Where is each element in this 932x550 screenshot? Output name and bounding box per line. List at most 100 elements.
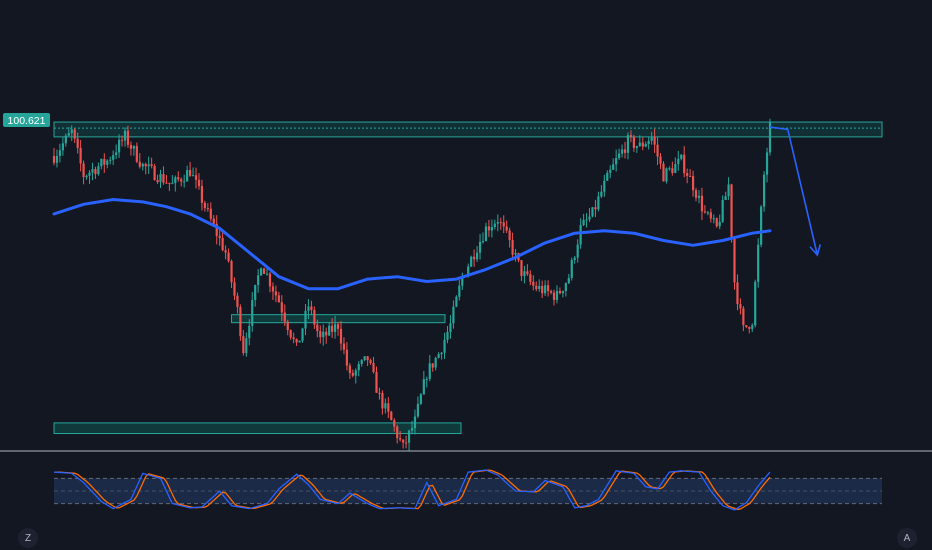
auto-scale-button[interactable]: A — [897, 528, 917, 548]
candle-body — [706, 212, 709, 214]
candle-body — [174, 177, 177, 184]
candle-body — [144, 163, 147, 167]
candle-body — [233, 282, 236, 296]
candle-body — [470, 256, 473, 267]
candle-body — [283, 312, 286, 322]
candle-body — [79, 147, 82, 164]
candle-body — [455, 296, 458, 307]
candle-body — [532, 281, 535, 286]
candle-body — [443, 339, 446, 353]
candle-body — [650, 136, 653, 141]
candle-body — [620, 149, 624, 154]
candle-body — [544, 285, 547, 294]
candle-body — [322, 331, 325, 338]
candle-body — [165, 182, 168, 184]
candle-body — [446, 332, 449, 340]
zoom-toggle-button[interactable]: Z — [18, 528, 38, 548]
candle-body — [665, 168, 668, 182]
candle-body — [242, 336, 245, 354]
candle-body — [393, 420, 396, 427]
candle-body — [402, 439, 405, 443]
candle-body — [410, 428, 414, 431]
candle-body — [573, 257, 576, 261]
candle-body — [339, 328, 343, 344]
candle-body — [431, 363, 434, 368]
candle-body — [437, 354, 440, 358]
candle-body — [141, 163, 144, 167]
candle-body — [641, 142, 644, 147]
candle-body — [526, 271, 529, 275]
candle-body — [254, 284, 257, 301]
candle-body — [132, 146, 135, 149]
candle-body — [227, 252, 230, 261]
candle-body — [609, 169, 612, 173]
candle-body — [736, 282, 739, 305]
candle-body — [694, 190, 698, 198]
candle-body — [221, 237, 224, 251]
candle-body — [348, 365, 351, 373]
candle-body — [159, 173, 162, 183]
candle-body — [384, 403, 387, 409]
candle-body — [325, 331, 328, 336]
candle-body — [153, 165, 156, 181]
candle-body — [177, 177, 180, 180]
candle-body — [689, 175, 692, 177]
candle-body — [733, 237, 736, 283]
candle-body — [239, 306, 242, 337]
candle-body — [529, 274, 532, 282]
candle-body — [126, 130, 130, 145]
candle-body — [404, 442, 408, 444]
candle-body — [70, 129, 73, 134]
candle-body — [505, 226, 508, 231]
candle-body — [390, 411, 393, 421]
candle-body — [535, 285, 538, 290]
candle-body — [313, 310, 316, 325]
candle-body — [538, 285, 541, 290]
candle-body — [274, 291, 278, 296]
projection-arrowhead — [809, 244, 822, 257]
candle-body — [496, 222, 499, 224]
candle-body — [106, 160, 109, 165]
candle-body — [481, 241, 485, 243]
candle-body — [52, 156, 56, 163]
candle-body — [82, 163, 85, 178]
candle-body — [277, 295, 280, 303]
candle-body — [183, 181, 186, 183]
candle-body — [727, 184, 730, 197]
candle-body — [147, 164, 150, 167]
candle-body — [632, 136, 636, 149]
candle-body — [351, 372, 354, 376]
candle-body — [683, 154, 686, 174]
candle-body — [268, 273, 272, 287]
candle-body — [473, 256, 476, 260]
oscillator-lines-layer — [53, 469, 771, 511]
candle-body — [280, 302, 283, 313]
candle-body — [458, 285, 461, 297]
candle-body — [271, 286, 275, 292]
candle-body — [387, 403, 390, 412]
candle-body — [191, 175, 195, 177]
candle-body — [381, 393, 384, 409]
candle-body — [754, 281, 757, 326]
candle-body — [523, 271, 526, 276]
candle-body — [508, 230, 511, 241]
candle-body — [262, 268, 266, 274]
candle-body — [440, 352, 443, 355]
candle-body — [73, 129, 76, 139]
candle-body — [712, 218, 715, 220]
candle-body — [597, 196, 600, 210]
candle-body — [757, 244, 760, 282]
price-label-text: 100.621 — [8, 115, 46, 127]
candle-body — [67, 133, 70, 136]
candle-body — [230, 260, 233, 283]
candle-body — [606, 172, 609, 181]
candle-body — [316, 324, 319, 332]
candle-body — [659, 156, 662, 164]
candle-body — [745, 325, 748, 328]
candle-body — [520, 260, 523, 276]
candle-body — [265, 273, 269, 275]
candle-body — [97, 166, 100, 175]
candle-body — [194, 175, 198, 180]
candle-body — [724, 196, 727, 200]
